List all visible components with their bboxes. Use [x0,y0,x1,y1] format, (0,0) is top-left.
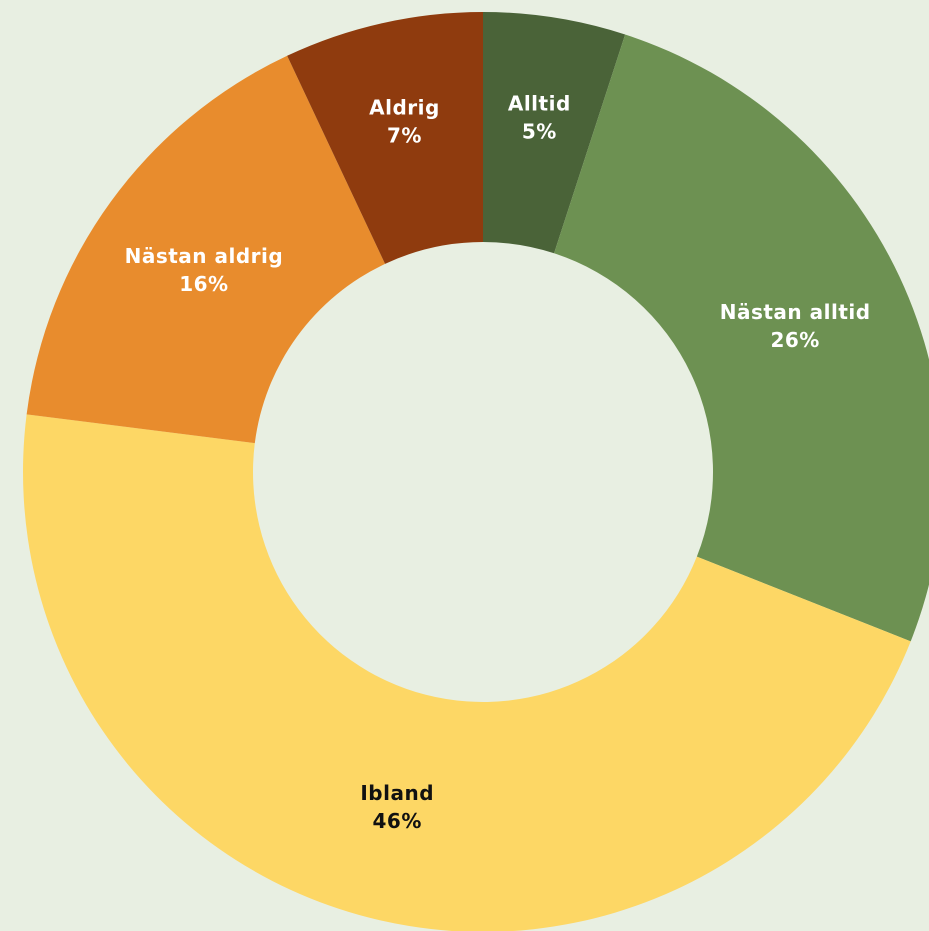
slice-alltid [483,12,626,254]
slice-ibland [23,414,911,931]
slice-label-ibland: Ibland [360,781,434,805]
slice-labels: Alltid 5% Nästan alltid 26% Ibland 46% Nästan … [125,91,871,833]
slice-label-alltid: Alltid [508,91,571,115]
slice-value-nastan-alltid: 26% [770,328,819,352]
slice-nastan-aldrig [26,55,386,444]
donut-slices [23,12,929,931]
slice-aldrig [287,12,483,264]
slice-label-nastan-alltid: Nästan alltid [720,300,871,324]
slice-label-aldrig: Aldrig [369,96,440,120]
slice-value-alltid: 5% [522,119,557,143]
slice-value-nastan-aldrig: 16% [179,272,228,296]
slice-label-nastan-aldrig: Nästan aldrig [125,244,284,268]
slice-value-aldrig: 7% [387,124,422,148]
slice-value-ibland: 46% [373,809,422,833]
slice-nastan-alltid [554,34,929,642]
